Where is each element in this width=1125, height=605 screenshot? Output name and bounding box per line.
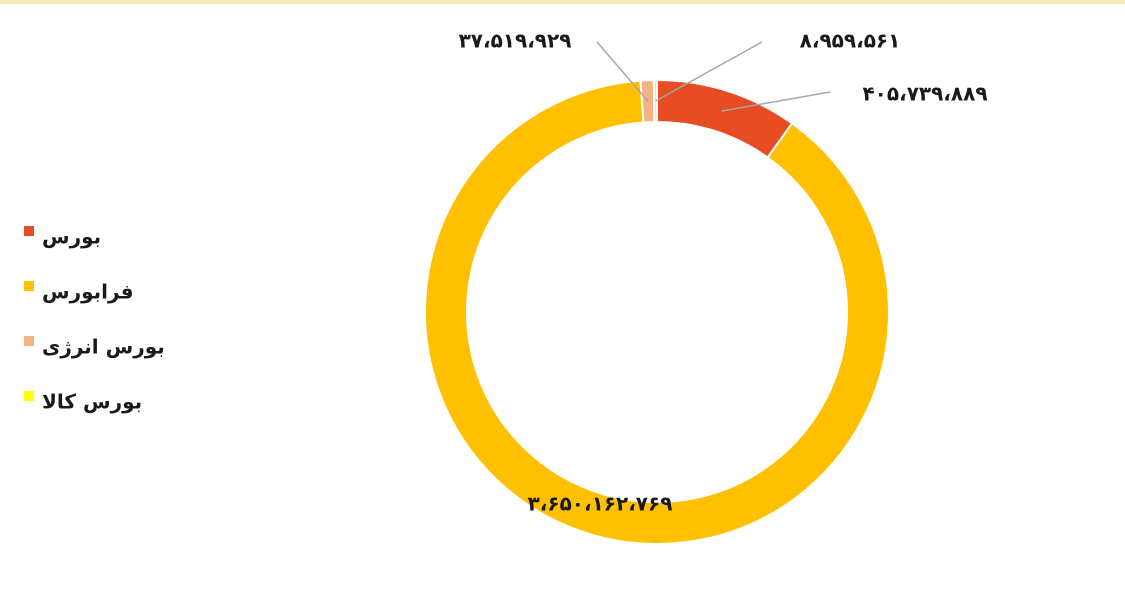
leader-line bbox=[655, 41, 763, 102]
legend-swatch bbox=[24, 336, 34, 346]
data-label: ۴۰۵،۷۳۹،۸۸۹ bbox=[862, 82, 987, 106]
legend-label: بورس bbox=[42, 225, 101, 249]
top-border bbox=[0, 0, 1125, 4]
donut-slice bbox=[424, 79, 890, 545]
donut-slice bbox=[652, 78, 658, 124]
leader-line bbox=[596, 41, 649, 102]
legend-label: بورس کالا bbox=[42, 390, 142, 414]
legend-label: بورس انرژی bbox=[42, 335, 165, 359]
legend-swatch bbox=[24, 226, 34, 236]
data-label: ۳،۶۵۰،۱۶۲،۷۶۹ bbox=[528, 492, 673, 516]
data-label: ۳۷،۵۱۹،۹۲۹ bbox=[459, 29, 572, 53]
legend-swatch bbox=[24, 281, 34, 291]
legend-label: فرابورس bbox=[42, 280, 134, 304]
data-label: ۸،۹۵۹،۵۶۱ bbox=[800, 29, 901, 53]
donut-slice bbox=[656, 78, 794, 159]
legend-swatch bbox=[24, 391, 34, 401]
leader-line bbox=[721, 91, 831, 112]
